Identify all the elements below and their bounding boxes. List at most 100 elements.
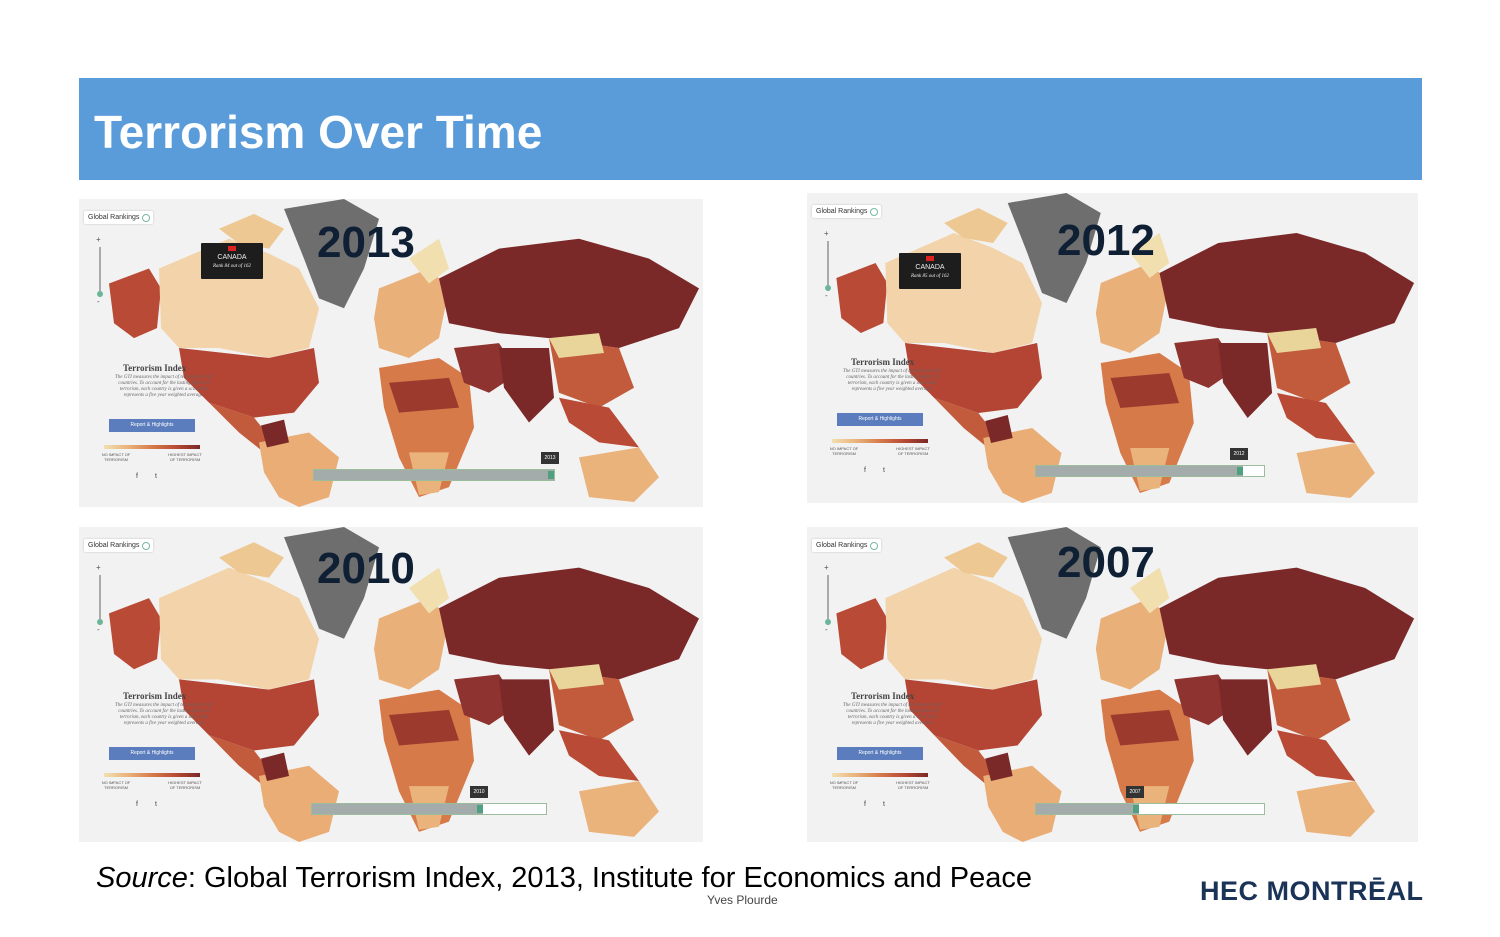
colombia-region [985,752,1013,782]
global-rankings-button[interactable]: Global Rankings [812,205,882,218]
facebook-icon[interactable]: f [136,473,138,480]
zoom-control[interactable]: + - [824,229,832,300]
scale-low-label: NO IMPACT OF TERRORISM [101,780,131,790]
year-label: 2007 [1057,538,1155,587]
south-asia [499,679,554,756]
report-highlights-button[interactable]: Report & Highlights [837,413,923,426]
facebook-icon[interactable]: f [864,801,866,808]
global-rankings-label: Global Rankings [88,214,140,221]
mongolia-region [1267,664,1322,690]
sahel-region [389,377,459,413]
australia-region [579,781,659,837]
global-rankings-button[interactable]: Global Rankings [84,539,154,552]
legend-description: The GTI measures the impact of terrorism… [115,375,213,398]
south-america [259,432,339,507]
zoom-out-icon[interactable]: - [97,297,100,306]
timeline-handle[interactable] [1237,467,1243,475]
zoom-handle[interactable] [825,285,831,291]
arctic-islands [219,542,284,578]
twitter-icon[interactable]: t [155,801,157,808]
world-map [109,199,699,507]
report-highlights-button[interactable]: Report & Highlights [109,747,195,760]
alaska-region [836,598,888,670]
timeline-progress [314,470,554,480]
south-america [983,765,1062,842]
usa-region [904,343,1042,413]
map-panel-2010: 2010 Global Rankings + - Terrorism Index… [79,527,703,842]
zoom-out-icon[interactable]: - [97,625,100,634]
alaska-region [836,263,888,333]
usa-region [904,679,1042,751]
australia-region [1296,443,1375,498]
colombia-region [985,415,1013,443]
map-panel-2012: 2012 Global Rankings + - Terrorism Index… [807,193,1418,503]
twitter-icon[interactable]: t [155,473,157,480]
year-label: 2012 [1057,216,1155,265]
canada-region [159,238,319,358]
timeline-handle[interactable] [548,471,554,479]
impact-color-scale [104,773,200,777]
zoom-in-icon[interactable]: + [824,563,829,572]
europe-region [1095,598,1170,690]
zoom-out-icon[interactable]: - [825,291,828,300]
zoom-track[interactable] [99,247,101,297]
central-america [934,735,998,787]
impact-color-scale [832,439,928,443]
country-tooltip: CANADA Rank 85 out of 162 [899,253,961,289]
scale-low-label: NO IMPACT OF TERRORISM [829,780,859,790]
zoom-control[interactable]: + - [96,563,104,634]
zoom-track[interactable] [827,241,829,291]
usa-region [179,348,319,418]
title-bar: Terrorism Over Time [79,78,1422,180]
report-highlights-button[interactable]: Report & Highlights [837,747,923,760]
report-highlights-button[interactable]: Report & Highlights [109,419,195,432]
zoom-in-icon[interactable]: + [96,563,101,572]
europe-region [374,268,449,358]
slide-title: Terrorism Over Time [94,106,543,158]
legend-description: The GTI measures the impact of terrorism… [843,703,941,726]
year-timeline-slider[interactable] [1035,465,1265,477]
globe-icon [870,542,879,550]
zoom-handle[interactable] [97,619,103,625]
legend-title: Terrorism Index [123,363,187,373]
year-timeline-slider[interactable] [311,803,547,815]
twitter-icon[interactable]: t [883,801,885,808]
zoom-track[interactable] [827,575,829,625]
canada-region [159,567,319,690]
zoom-control[interactable]: + - [96,235,104,306]
zoom-handle[interactable] [825,619,831,625]
timeline-progress [1036,804,1139,814]
source-prefix: Source [96,862,188,894]
zoom-control[interactable]: + - [824,563,832,634]
scale-high-label: HIGHEST IMPACT OF TERRORISM [896,780,930,790]
europe-region [374,598,449,690]
timeline-handle[interactable] [1133,805,1139,813]
tooltip-rank: Rank 84 out of 162 [212,264,252,269]
author-name: Yves Plourde [707,893,778,907]
greenland-region [1007,193,1101,303]
zoom-in-icon[interactable]: + [96,235,101,244]
zoom-handle[interactable] [97,291,103,297]
zoom-track[interactable] [99,575,101,625]
south-asia [1218,343,1273,418]
facebook-icon[interactable]: f [864,467,866,474]
mongolia-region [1267,328,1322,353]
world-map [109,527,699,842]
timeline-handle[interactable] [477,805,483,813]
global-rankings-button[interactable]: Global Rankings [84,211,154,224]
scandinavia [409,238,449,284]
zoom-in-icon[interactable]: + [824,229,829,238]
legend-title: Terrorism Index [123,691,187,701]
tooltip-country: CANADA [217,254,247,261]
facebook-icon[interactable]: f [136,801,138,808]
year-timeline-slider[interactable] [1035,803,1265,815]
impact-color-scale [832,773,928,777]
twitter-icon[interactable]: t [883,467,885,474]
year-timeline-slider[interactable] [313,469,555,481]
zoom-out-icon[interactable]: - [825,625,828,634]
timeline-progress [312,804,483,814]
global-rankings-button[interactable]: Global Rankings [812,539,882,552]
timeline-progress [1036,466,1243,476]
map-panel-2013: 2013 Global Rankings + - Terrorism Index… [79,199,703,507]
colombia-region [261,419,289,448]
